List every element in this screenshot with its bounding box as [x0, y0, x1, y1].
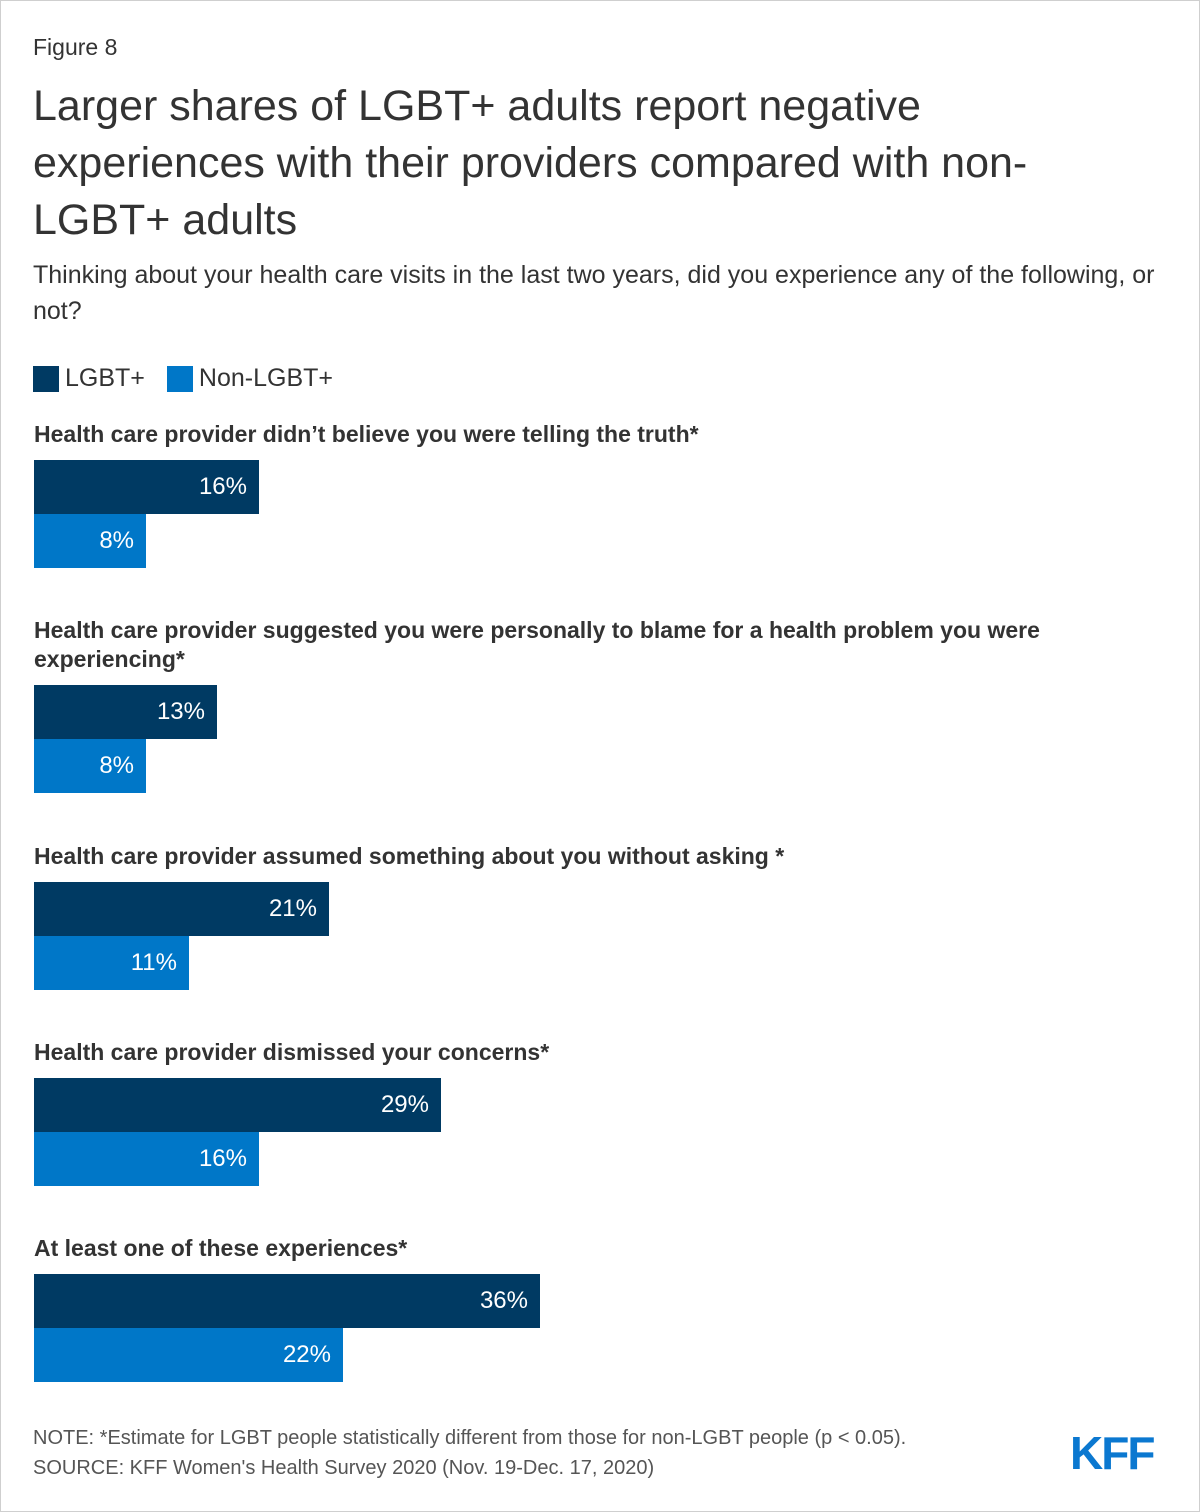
legend-label-lgbt: LGBT+: [65, 364, 145, 392]
bar-lgbt: 13%: [34, 685, 217, 739]
bar-group: Health care provider didn’t believe you …: [34, 420, 1164, 568]
legend-item-non-lgbt: Non-LGBT+: [166, 364, 333, 393]
bar-group: Health care provider dismissed your conc…: [34, 1038, 1164, 1186]
category-label: Health care provider assumed something a…: [34, 843, 785, 869]
chart-title: Larger shares of LGBT+ adults report neg…: [33, 82, 1028, 244]
bar-group: Health care provider suggested you were …: [34, 616, 1164, 793]
data-label: 22%: [282, 1341, 331, 1368]
legend-item-lgbt: LGBT+: [33, 364, 145, 393]
bar-non-lgbt: 16%: [34, 1132, 259, 1186]
bar-lgbt: 16%: [34, 460, 259, 514]
legend-label-non-lgbt: Non-LGBT+: [198, 364, 333, 392]
data-label: 21%: [268, 895, 317, 922]
legend-swatch-lgbt: [33, 365, 59, 392]
data-label: 8%: [99, 527, 134, 554]
source-text: SOURCE: KFF Women's Health Survey 2020 (…: [33, 1457, 655, 1479]
bar-lgbt: 21%: [34, 882, 329, 936]
data-label: 11%: [130, 949, 177, 976]
data-label: 16%: [198, 1145, 247, 1172]
chart-subtitle: Thinking about your health care visits i…: [33, 261, 1155, 325]
data-label: 36%: [479, 1287, 528, 1314]
bar-non-lgbt: 11%: [34, 936, 189, 990]
bar-group: At least one of these experiences* 36% 22%: [34, 1234, 1164, 1382]
bar-non-lgbt: 8%: [34, 514, 146, 568]
data-label: 8%: [99, 752, 134, 779]
bar-lgbt: 36%: [34, 1274, 540, 1328]
bar-non-lgbt: 8%: [34, 739, 146, 793]
footnote: NOTE: *Estimate for LGBT people statisti…: [33, 1423, 1033, 1483]
note-text: NOTE: *Estimate for LGBT people statisti…: [33, 1427, 907, 1449]
bar-non-lgbt: 22%: [34, 1328, 343, 1382]
category-label: Health care provider suggested you were …: [34, 617, 1040, 672]
bar-lgbt: 29%: [34, 1078, 441, 1132]
kff-logo: KFF: [1070, 1427, 1155, 1479]
data-label: 29%: [380, 1091, 429, 1118]
bar-group: Health care provider assumed something a…: [34, 842, 1164, 990]
data-label: 13%: [156, 698, 205, 725]
category-label: At least one of these experiences*: [34, 1235, 408, 1261]
category-label: Health care provider didn’t believe you …: [34, 421, 699, 447]
legend: LGBT+ Non-LGBT+: [33, 364, 355, 393]
data-label: 16%: [198, 473, 247, 500]
category-label: Health care provider dismissed your conc…: [34, 1039, 550, 1065]
figure-label: Figure 8: [33, 34, 118, 60]
legend-swatch-non-lgbt: [166, 365, 193, 392]
